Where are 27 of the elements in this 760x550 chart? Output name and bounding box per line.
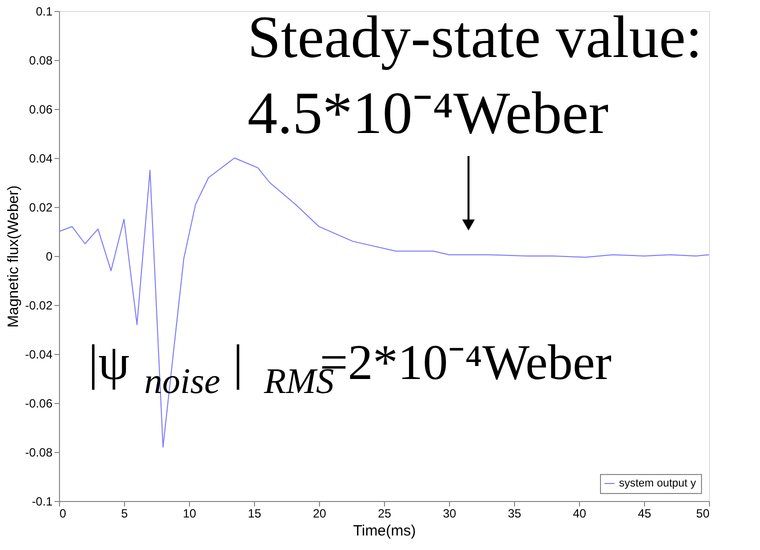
legend-label: system output y (619, 478, 697, 490)
x-tick-label: 20 (312, 506, 326, 520)
x-tick-label: 45 (638, 506, 652, 520)
y-tick-label: -0.04 (25, 348, 53, 362)
x-tick-label: 30 (442, 506, 456, 520)
x-tick-label: 50 (696, 506, 710, 520)
x-tick-label: 15 (248, 506, 262, 520)
x-tick-label: 5 (121, 506, 128, 520)
y-tick-label: -0.08 (25, 446, 53, 460)
y-tick-label: 0 (46, 250, 53, 264)
y-tick-label: 0.06 (29, 102, 53, 116)
y-axis-title: Magnetic flux(Weber) (5, 185, 22, 328)
line-series (58, 158, 710, 448)
y-tick-label: 0.02 (29, 200, 53, 214)
y-tick-label: 0.04 (29, 152, 53, 166)
y-tick-label: -0.1 (32, 494, 53, 508)
annotation: Steady-state value: 4.5*10⁻⁴Weber (248, 4, 702, 146)
x-tick-label: 35 (508, 506, 522, 520)
x-tick-label: 0 (60, 506, 66, 520)
x-tick-label: 40 (572, 506, 586, 520)
x-axis-title: Time(ms) (353, 522, 416, 540)
x-tick-label: 25 (378, 506, 392, 520)
y-tick-label: -0.06 (25, 396, 53, 410)
y-tick-label: 0.1 (36, 4, 53, 18)
y-tick-label: 0.08 (29, 54, 53, 68)
x-tick-label: 10 (182, 506, 196, 520)
y-tick-label: -0.02 (25, 298, 53, 312)
